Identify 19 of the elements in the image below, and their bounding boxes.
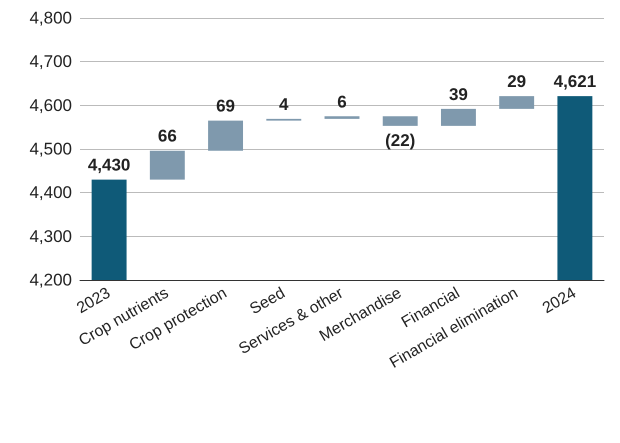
x-tick-label: 2024 xyxy=(540,284,580,318)
x-tick-label: Seed xyxy=(247,284,288,318)
data-label: (22) xyxy=(385,130,416,150)
y-tick-label: 4,500 xyxy=(29,140,72,158)
data-label: 39 xyxy=(448,84,468,104)
y-tick-label: 4,200 xyxy=(29,270,72,290)
data-label: 66 xyxy=(158,126,177,146)
data-label: 29 xyxy=(507,72,526,92)
data-label: 4 xyxy=(279,94,290,114)
x-tick-label: 2023 xyxy=(74,284,114,318)
y-tick-label: 4,700 xyxy=(29,52,72,72)
y-tick-label: 4,800 xyxy=(29,8,72,28)
data-label: 4,621 xyxy=(554,72,596,92)
data-label: 4,430 xyxy=(88,156,130,175)
y-tick-label: 4,600 xyxy=(29,96,72,115)
data-label: 69 xyxy=(216,96,236,116)
y-tick-label: 4,300 xyxy=(29,226,72,246)
y-tick-label: 4,400 xyxy=(29,183,72,202)
data-label: 6 xyxy=(337,92,347,112)
